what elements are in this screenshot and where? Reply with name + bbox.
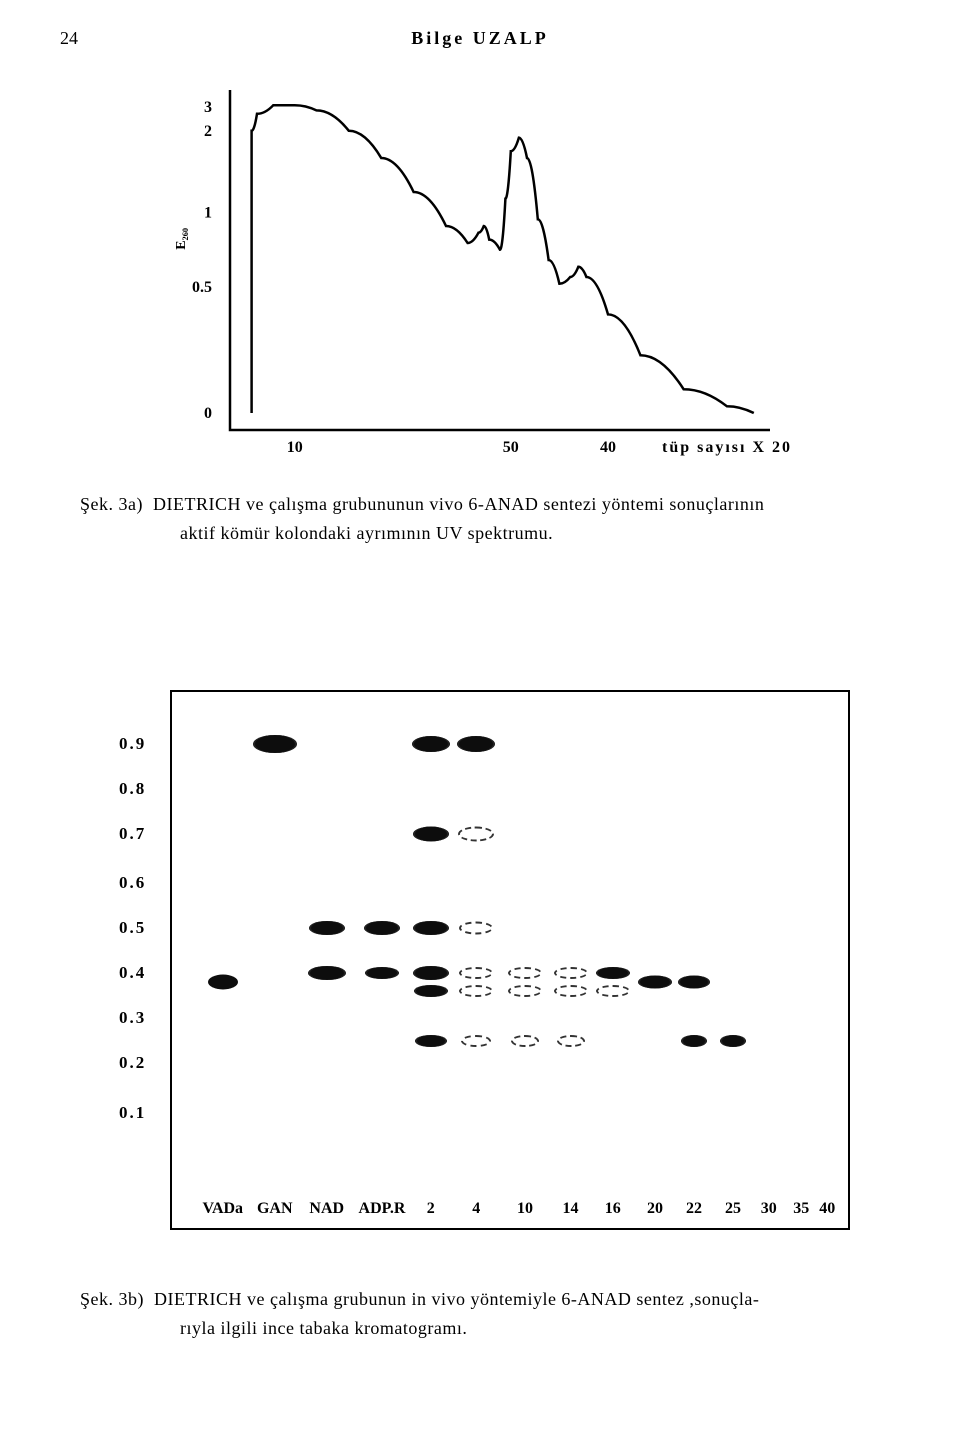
rf-tick-label: 0.7 bbox=[119, 824, 146, 844]
tlc-spot bbox=[508, 985, 542, 997]
tlc-spot bbox=[681, 1035, 707, 1047]
svg-text:1: 1 bbox=[204, 204, 212, 221]
lane-label: 30 bbox=[761, 1200, 777, 1218]
tlc-spot bbox=[461, 1035, 491, 1047]
tlc-spot bbox=[678, 976, 710, 989]
caption-3a: Şek. 3a) DIETRICH ve çalışma grubununun … bbox=[80, 490, 880, 548]
tlc-spot bbox=[459, 922, 493, 935]
lane-label: 22 bbox=[686, 1200, 702, 1218]
tlc-spot bbox=[309, 921, 345, 935]
lane-label: NAD bbox=[309, 1200, 344, 1218]
tlc-plate-frame: 0.90.80.70.60.50.40.30.20.1VADaGANNADADP… bbox=[170, 690, 850, 1230]
svg-text:tüp sayısı X 20 ml: tüp sayısı X 20 ml bbox=[662, 439, 790, 456]
tlc-spot bbox=[720, 1035, 746, 1047]
svg-text:50: 50 bbox=[503, 439, 519, 456]
lane-label: 10 bbox=[517, 1200, 533, 1218]
tlc-spot bbox=[459, 967, 493, 979]
caption-3b-body: DIETRICH ve çalışma grubunun in vivo yön… bbox=[154, 1289, 759, 1309]
rf-tick-label: 0.5 bbox=[119, 918, 146, 938]
tlc-spot bbox=[554, 985, 588, 997]
svg-text:0: 0 bbox=[204, 405, 212, 422]
tlc-plate-area: 0.90.80.70.60.50.40.30.20.1VADaGANNADADP… bbox=[187, 712, 833, 1162]
tlc-spot bbox=[511, 1035, 539, 1047]
svg-text:40: 40 bbox=[600, 439, 616, 456]
svg-text:3: 3 bbox=[204, 99, 212, 116]
lane-label: GAN bbox=[257, 1200, 293, 1218]
chromatogram-line-chart: 3 2 1 0.5 0 E₂₆₀ 10 50 40 tüp sayısı X 20 ml bbox=[170, 80, 790, 460]
tlc-spot bbox=[415, 1035, 447, 1047]
svg-text:2: 2 bbox=[204, 123, 212, 140]
rf-tick-label: 0.1 bbox=[119, 1103, 146, 1123]
tlc-spot bbox=[413, 966, 449, 980]
tlc-spot bbox=[364, 921, 400, 935]
tlc-spot bbox=[459, 985, 493, 997]
lane-label: 40 bbox=[819, 1200, 835, 1218]
lane-label: ADP.R bbox=[359, 1200, 406, 1218]
rf-tick-label: 0.3 bbox=[119, 1008, 146, 1028]
caption-3a-line2: aktif kömür kolondaki ayrımının UV spekt… bbox=[80, 519, 880, 548]
lane-label: VADa bbox=[202, 1200, 243, 1218]
tlc-spot bbox=[413, 826, 449, 841]
rf-tick-label: 0.2 bbox=[119, 1053, 146, 1073]
caption-3b: Şek. 3b) DIETRICH ve çalışma grubunun in… bbox=[80, 1285, 880, 1343]
tlc-spot bbox=[208, 975, 238, 990]
svg-text:E₂₆₀: E₂₆₀ bbox=[174, 228, 189, 250]
figure-3b: 0.9 0.8 0.7 0.6 0.5 0.4 0.3 0.2 0.1 VADa GAN NAD ADP… bbox=[110, 690, 850, 1250]
lane-label: 4 bbox=[472, 1200, 480, 1218]
caption-3b-prefix: Şek. 3b) bbox=[80, 1289, 144, 1309]
svg-text:10: 10 bbox=[287, 439, 303, 456]
svg-text:0.5: 0.5 bbox=[192, 279, 212, 296]
caption-3a-prefix: Şek. 3a) bbox=[80, 494, 143, 514]
lane-label: 14 bbox=[563, 1200, 579, 1218]
rf-tick-label: 0.6 bbox=[119, 873, 146, 893]
tlc-spot bbox=[557, 1035, 585, 1047]
tlc-spot bbox=[457, 736, 495, 752]
lane-label: 35 bbox=[793, 1200, 809, 1218]
tlc-spot bbox=[554, 967, 588, 979]
tlc-spot bbox=[508, 967, 542, 979]
caption-3a-body: DIETRICH ve çalışma grubununun vivo 6-AN… bbox=[153, 494, 764, 514]
caption-3b-line2: rıyla ilgili ince tabaka kromatogramı. bbox=[80, 1314, 880, 1343]
tlc-spot bbox=[596, 967, 630, 979]
lane-label: 16 bbox=[605, 1200, 621, 1218]
tlc-spot bbox=[308, 966, 346, 980]
rf-tick-label: 0.8 bbox=[119, 779, 146, 799]
tlc-spot bbox=[458, 826, 494, 841]
lane-label: 20 bbox=[647, 1200, 663, 1218]
tlc-spot bbox=[414, 985, 448, 997]
tlc-spot bbox=[413, 921, 449, 935]
rf-tick-label: 0.4 bbox=[119, 963, 146, 983]
tlc-spot bbox=[638, 976, 672, 989]
tlc-spot bbox=[365, 967, 399, 979]
figure-3a: 3 2 1 0.5 0 E₂₆₀ 10 50 40 tüp sayısı X 20 ml bbox=[170, 80, 790, 460]
tlc-spot bbox=[412, 736, 450, 752]
tlc-spot bbox=[596, 985, 630, 997]
page-header-author: Bilge UZALP bbox=[0, 28, 960, 49]
tlc-spot bbox=[253, 735, 297, 753]
rf-tick-label: 0.9 bbox=[119, 734, 146, 754]
lane-label: 25 bbox=[725, 1200, 741, 1218]
lane-label: 2 bbox=[427, 1200, 435, 1218]
